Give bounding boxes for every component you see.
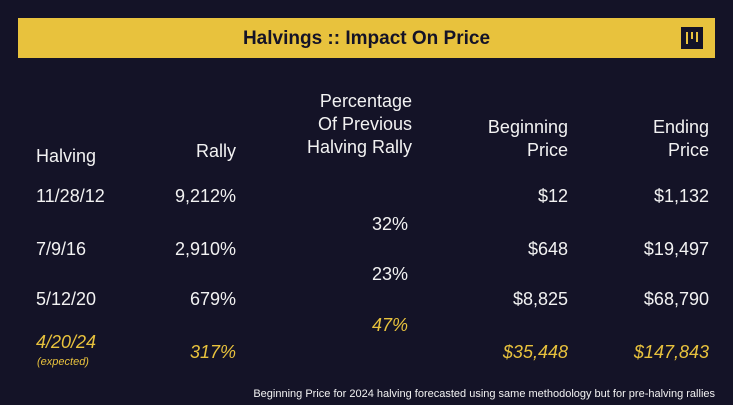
page-title: Halvings :: Impact On Price — [242, 28, 491, 49]
header-ending-line1: Ending — [652, 117, 709, 137]
percentage-3: 47% — [371, 315, 409, 335]
header-rally: Rally — [195, 141, 236, 161]
row-3-halving: 5/12/20 — [36, 289, 97, 309]
footnote: Beginning Price for 2024 halving forecas… — [253, 388, 715, 400]
header-percentage-line3: Halving Rally — [306, 137, 412, 157]
title-banner: Halvings :: Impact On Price — [18, 18, 715, 58]
brand-logo-icon — [681, 27, 703, 49]
row-4-halving: 4/20/24 — [36, 332, 97, 352]
percentage-2: 23% — [371, 264, 409, 284]
row-1-beginning: $12 — [537, 186, 568, 206]
header-beginning-price: Beginning Price — [450, 116, 568, 162]
row-4-rally: 317% — [189, 342, 236, 362]
header-percentage-line2: Of Previous — [317, 114, 412, 134]
row-1-ending: $1,132 — [653, 186, 709, 206]
row-2-ending: $19,497 — [643, 239, 709, 259]
header-percentage-line1: Percentage — [319, 91, 412, 111]
header-halving: Halving — [36, 146, 97, 166]
row-1-halving: 11/28/12 — [36, 186, 105, 206]
row-2-beginning: $648 — [527, 239, 568, 259]
row-3-ending: $68,790 — [643, 289, 709, 309]
row-4-expected-note: (expected) — [37, 356, 89, 368]
row-2-halving: 7/9/16 — [36, 239, 87, 259]
row-2-rally: 2,910% — [174, 239, 236, 259]
row-3-beginning: $8,825 — [512, 289, 568, 309]
percentage-1: 32% — [371, 214, 409, 234]
row-4-beginning: $35,448 — [502, 342, 568, 362]
header-beginning-line1: Beginning — [487, 117, 568, 137]
header-percentage: Percentage Of Previous Halving Rally — [262, 90, 412, 159]
row-4-ending: $147,843 — [633, 342, 709, 362]
header-ending-line2: Price — [667, 140, 709, 160]
row-3-rally: 679% — [189, 289, 236, 309]
row-1-rally: 9,212% — [174, 186, 236, 206]
header-ending-price: Ending Price — [600, 116, 709, 162]
header-beginning-line2: Price — [526, 140, 568, 160]
